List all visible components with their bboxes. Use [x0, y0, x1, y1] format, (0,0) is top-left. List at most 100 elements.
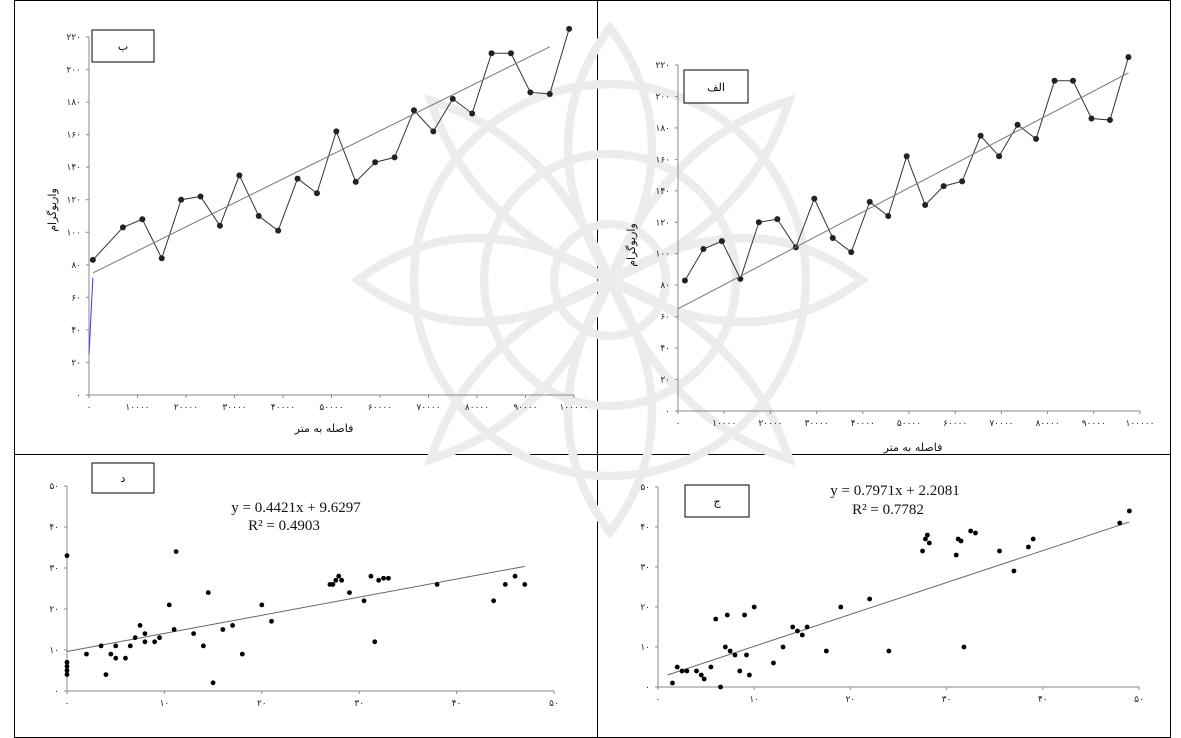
- top-left-ylabel: واریوگرام: [46, 188, 59, 232]
- bottom-left-x-tick-label: ۳۰: [354, 699, 364, 709]
- top-right-variogram-point: [829, 235, 836, 241]
- top-right-variogram-point: [718, 238, 725, 245]
- bottom-right-y-tick-label: ۴۰: [640, 523, 650, 533]
- bottom-left-scatter-point: [64, 664, 70, 669]
- bottom-right-equation: y = 0.7971x + 2.2081: [830, 483, 959, 499]
- top-right-panel-tag-box: [683, 69, 749, 104]
- bottom-right-scatter-point: [701, 676, 707, 682]
- top-left-variogram-point: [275, 227, 282, 234]
- top-left-y-tick-label: ۴۰: [71, 326, 81, 336]
- bottom-left-x-tick-label: ۱۰: [160, 699, 170, 709]
- bottom-right-scatter-point: [737, 668, 743, 674]
- bottom-right-scatter-point: [1030, 536, 1036, 542]
- bottom-right-x-tick-label: ۰: [656, 695, 661, 705]
- bottom-left-scatter-point: [64, 668, 70, 673]
- bottom-left-scatter-point: [361, 598, 367, 604]
- bottom-right-scatter-point: [795, 628, 800, 634]
- top-right-variogram-point: [977, 132, 984, 139]
- bottom-left-scatter-point: [200, 643, 206, 649]
- top-right-plot-area: ۰ ۱۰۰۰۰ ۲۰۰۰۰ ۳۰۰۰۰ ۴۰۰۰۰ ۵۰۰۰۰ ۶۰۰۰۰ ۷۰۰۰۰ ۸۰۰۰…: [655, 54, 1155, 429]
- bottom-right-scatter-point: [727, 648, 733, 654]
- bottom-right-scatter-point: [1126, 508, 1132, 514]
- chart-bottom-left: ۰ ۱۰ ۲۰ ۳۰ ۴۰ ۵۰ ۰ ۱۰ ۲۰ ۳۰ ۴۰ ۵۰ د y = 0.4421x + 9…: [14, 454, 598, 736]
- bottom-left-scatter-point: [142, 639, 148, 645]
- bottom-left-scatter-point: [127, 643, 133, 649]
- bottom-left-scatter-point: [386, 575, 391, 581]
- bottom-right-scatter-point: [1025, 544, 1031, 550]
- top-left-nugget-line: [88, 277, 94, 355]
- chart-bottom-right-svg: ۰ ۱۰ ۲۰ ۳۰ ۴۰ ۵۰ ۰ ۱۰ ۲۰ ۳۰ ۴۰ ۵۰ ج y = 0.7971x + 2…: [640, 483, 1144, 705]
- chart-bottom-right: ۰ ۱۰ ۲۰ ۳۰ ۴۰ ۵۰ ۰ ۱۰ ۲۰ ۳۰ ۴۰ ۵۰ ج y = 0.7971x + 2…: [597, 454, 1169, 736]
- bottom-right-scatter-point: [953, 552, 959, 558]
- bottom-right-scatter-point: [923, 536, 928, 542]
- bottom-left-scatter-point: [372, 639, 378, 645]
- bottom-right-x-tick-label: ۵۰: [1134, 695, 1144, 705]
- top-right-y-tick-label: ۲۲۰: [655, 61, 670, 71]
- bottom-left-scatter-point: [230, 623, 235, 628]
- top-left-x-tick-label: ۱۰۰۰۰: [125, 403, 149, 413]
- top-left-x-tick-label: ۷۰۰۰۰: [416, 403, 440, 413]
- top-right-variogram-point: [848, 249, 855, 256]
- top-left-y-tick-label: ۱۸۰: [66, 98, 81, 108]
- bottom-left-scatter-point: [502, 582, 508, 587]
- top-left-variogram-point: [236, 172, 243, 179]
- bottom-left-y-tick-label: ۲۰: [49, 605, 59, 615]
- top-right-xlabel: فاصله به متر: [883, 441, 943, 454]
- bottom-left-plot-area: ۰ ۱۰ ۲۰ ۳۰ ۴۰ ۵۰ ۰ ۱۰ ۲۰ ۳۰ ۴۰ ۵۰: [49, 482, 559, 709]
- bottom-right-scatter-point: [804, 624, 810, 630]
- bottom-left-scatter-point: [166, 602, 172, 608]
- top-left-variogram-point: [391, 154, 398, 161]
- top-left-variogram-point: [410, 107, 417, 114]
- top-right-variogram-point: [940, 183, 947, 190]
- bottom-left-scatter-point: [522, 582, 528, 587]
- bottom-right-scatter-point: [867, 596, 873, 602]
- top-right-x-tick-label: ۲۰۰۰۰: [758, 419, 782, 429]
- chart-top-left-svg: ۰ ۱۰۰۰۰ ۲۰۰۰۰ ۳۰۰۰۰ ۴۰۰۰۰ ۵۰۰۰۰ ۶۰۰۰۰ ۷۰۰۰۰ ۸۰۰۰…: [46, 25, 589, 435]
- bottom-left-scatter-point: [108, 651, 114, 657]
- bottom-left-scatter-point: [205, 590, 211, 595]
- bottom-right-scatter-point: [838, 604, 844, 610]
- bottom-right-scatter-point: [732, 652, 738, 658]
- top-left-x-tick-label: ۸۰۰۰۰: [465, 403, 489, 413]
- bottom-right-x-tick-label: ۱۰: [749, 695, 759, 705]
- top-right-y-tick-label: ۶۰: [660, 313, 670, 323]
- top-left-y-tick-label: ۱۲۰: [66, 196, 81, 206]
- bottom-left-y-tick-label: ۰: [54, 687, 59, 697]
- top-left-panel-tag-box: [91, 29, 155, 63]
- top-left-x-tick-label: ۲۰۰۰۰: [174, 403, 198, 413]
- top-right-panel-tag: الف: [707, 81, 725, 94]
- top-left-y-tick-label: ۱۴۰: [66, 163, 81, 173]
- bottom-right-panel-tag-box: [684, 484, 750, 518]
- bottom-left-scatter-point: [381, 575, 386, 581]
- bottom-left-scatter-point: [512, 573, 518, 579]
- bottom-right-scatter-point: [708, 664, 714, 670]
- bottom-right-scatter-point: [780, 644, 786, 650]
- top-left-variogram-point: [566, 25, 573, 32]
- top-right-x-tick-label: ۱۰۰۰۰: [712, 419, 736, 429]
- top-right-y-tick-label: ۱۴۰: [655, 187, 670, 197]
- top-right-model-line: [677, 72, 1129, 310]
- bottom-left-equation: y = 0.4421x + 9.6297: [231, 500, 361, 516]
- top-right-x-tick-label: ۱۰۰۰۰۰: [1125, 419, 1154, 429]
- bottom-left-x-tick-label: ۵۰: [549, 699, 559, 709]
- top-left-variogram-point: [139, 216, 146, 223]
- top-left-y-tick-label: ۲۰۰: [66, 66, 81, 76]
- bottom-right-trend-line: [667, 521, 1130, 676]
- top-left-variogram-point: [119, 224, 126, 231]
- top-left-x-tick-label: ۰: [87, 403, 92, 413]
- bottom-right-scatter-point: [751, 604, 757, 610]
- top-right-variogram-point: [1106, 117, 1113, 124]
- top-left-variogram-point: [178, 196, 185, 203]
- top-right-x-tick-label: ۵۰۰۰۰: [897, 419, 921, 429]
- top-right-y-tick-label: ۰: [665, 407, 670, 417]
- bottom-right-scatter-point: [742, 612, 747, 618]
- bottom-right-scatter-point: [790, 624, 796, 630]
- bottom-left-scatter-point: [368, 573, 374, 579]
- chart-bottom-left-svg: ۰ ۱۰ ۲۰ ۳۰ ۴۰ ۵۰ ۰ ۱۰ ۲۰ ۳۰ ۴۰ ۵۰ د y = 0.4421x + 9…: [49, 462, 559, 709]
- top-right-variogram-point: [811, 195, 818, 202]
- top-right-y-tick-label: ۴۰: [660, 344, 670, 354]
- top-right-x-tick-label: ۹۰۰۰۰: [1082, 419, 1106, 429]
- top-left-variogram-point: [352, 178, 359, 185]
- bottom-left-scatter-point: [98, 643, 104, 649]
- bottom-left-scatter-point: [64, 672, 70, 677]
